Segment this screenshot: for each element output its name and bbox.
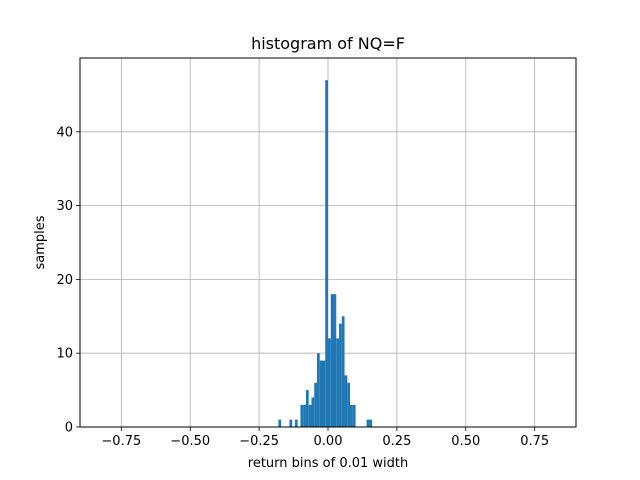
x-tick-label: −0.25 — [239, 434, 279, 449]
y-tick-label: 20 — [56, 273, 73, 288]
chart-title: histogram of NQ=F — [251, 34, 405, 53]
histogram-bar — [311, 397, 315, 427]
y-tick-label: 10 — [56, 347, 73, 362]
x-axis-label: return bins of 0.01 width — [248, 456, 408, 471]
histogram-bar — [333, 294, 337, 427]
y-axis-ticks: 0 10 20 30 40 — [56, 125, 80, 436]
histogram-bar — [316, 353, 320, 427]
histogram-bar — [336, 338, 340, 427]
histogram-bar — [319, 360, 323, 427]
histogram-bar — [352, 404, 356, 427]
histogram-bar — [341, 316, 345, 427]
histogram-bars — [278, 80, 373, 427]
x-axis-ticks: −0.75 −0.50 −0.25 0.00 0.25 0.50 0.75 — [101, 427, 549, 449]
histogram-bar — [303, 404, 306, 427]
y-tick-label: 40 — [56, 125, 73, 140]
histogram-bar — [369, 419, 373, 427]
histogram-bar — [366, 419, 370, 427]
histogram-bar — [294, 419, 298, 427]
x-tick-label: −0.75 — [101, 434, 141, 449]
x-tick-label: 0.75 — [520, 434, 549, 449]
histogram-bar — [305, 390, 309, 427]
x-tick-label: 0.50 — [451, 434, 480, 449]
y-axis-label: samples — [33, 215, 48, 269]
histogram-bar — [328, 338, 331, 427]
y-tick-label: 0 — [65, 421, 73, 436]
x-tick-label: 0.00 — [314, 434, 343, 449]
x-tick-label: 0.25 — [382, 434, 411, 449]
histogram-bar — [339, 323, 342, 427]
histogram-bar — [314, 382, 317, 427]
histogram-bar — [330, 294, 334, 427]
histogram-bar — [322, 360, 326, 427]
histogram-bar — [289, 419, 293, 427]
histogram-bar — [344, 375, 348, 427]
histogram-bar — [278, 419, 282, 427]
histogram-bar — [347, 382, 351, 427]
histogram-bar — [300, 404, 304, 427]
histogram-bar — [350, 404, 353, 427]
histogram-bar — [325, 80, 328, 427]
y-tick-label: 30 — [56, 199, 73, 214]
x-tick-label: −0.50 — [170, 434, 210, 449]
histogram-bar — [308, 404, 312, 427]
